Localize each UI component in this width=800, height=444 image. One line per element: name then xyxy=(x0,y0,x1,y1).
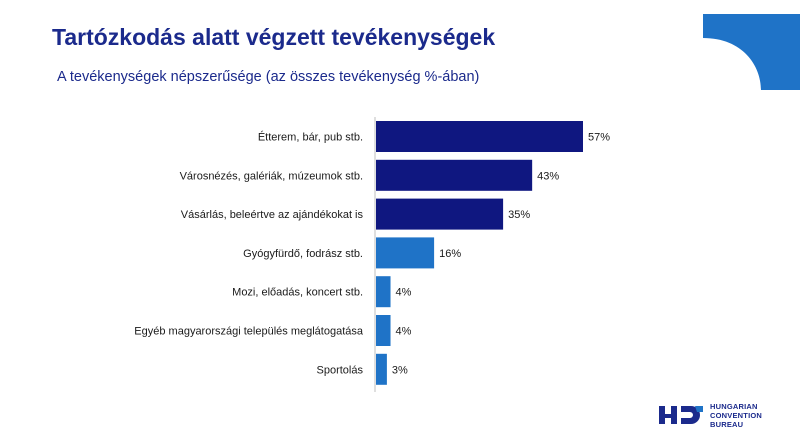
value-label: 3% xyxy=(392,364,408,376)
value-label: 16% xyxy=(439,248,461,260)
page-subtitle: A tevékenységek népszerűsége (az összes … xyxy=(57,69,480,85)
category-label: Gyógyfürdő, fodrász stb. xyxy=(243,248,363,260)
corner-accent xyxy=(703,14,800,90)
value-label: 57% xyxy=(588,132,610,144)
value-label: 43% xyxy=(537,170,559,182)
value-label: 4% xyxy=(396,326,412,338)
category-label: Vásárlás, beleértve az ajándékokat is xyxy=(181,209,364,221)
page-title: Tartózkodás alatt végzett tevékenységek xyxy=(52,24,496,50)
logo-text-line1: HUNGARIAN xyxy=(710,401,758,411)
category-label: Étterem, bár, pub stb. xyxy=(258,131,363,144)
hcb-logo: HUNGARIAN CONVENTION BUREAU xyxy=(657,400,787,430)
category-label: Mozi, előadás, koncert stb. xyxy=(232,287,363,299)
category-label: Városnézés, galériák, múzeumok stb. xyxy=(180,170,363,182)
logo-text-line2: CONVENTION xyxy=(710,410,763,420)
logo-text-line3: BUREAU xyxy=(710,419,744,429)
bar xyxy=(376,353,387,385)
bar xyxy=(376,315,391,346)
bar xyxy=(376,198,504,230)
bar xyxy=(376,121,583,152)
bar xyxy=(376,159,533,191)
bar xyxy=(376,237,435,269)
value-label: 35% xyxy=(508,209,530,221)
category-label: Sportolás xyxy=(317,364,364,376)
corner-accent-shape xyxy=(703,14,800,90)
hcb-logo-mark xyxy=(659,406,703,424)
bar xyxy=(376,276,391,308)
value-label: 4% xyxy=(396,287,412,299)
category-label: Egyéb magyarországi település meglátogat… xyxy=(134,326,364,338)
